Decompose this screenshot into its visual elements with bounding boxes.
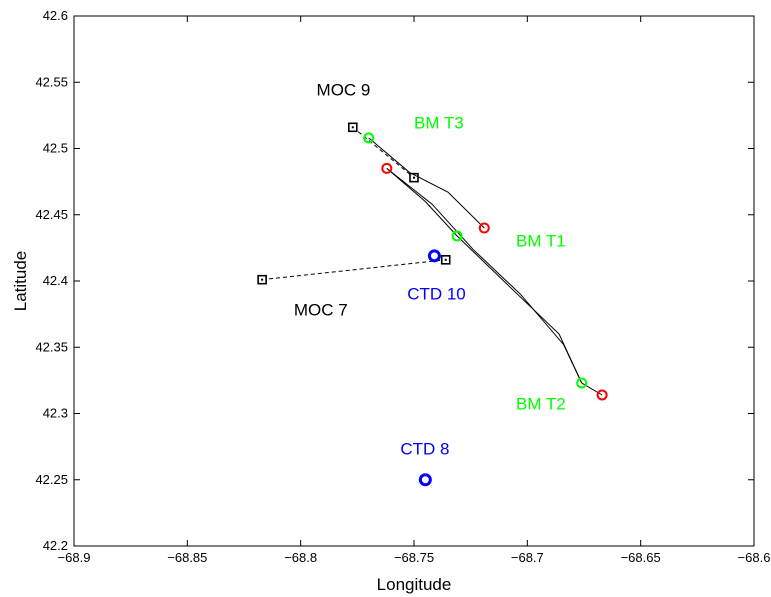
- y-tick-label: 42.25: [35, 472, 68, 487]
- green-circle-marker: [576, 377, 588, 389]
- data-layer: MOC 9 MOC 7 BM T3 BM T1 BM T2 CTD 10 CTD 8: [257, 81, 608, 487]
- red-circle-marker: [478, 222, 490, 234]
- y-tick-label: 42.55: [35, 74, 68, 89]
- drifter-track: [368, 137, 485, 229]
- red-circle-marker: [381, 162, 393, 174]
- red-circle-marker: [596, 389, 608, 401]
- annotation-label: CTD 8: [400, 440, 449, 459]
- y-axis-title: Latitude: [11, 251, 30, 312]
- x-tick-label: −68.65: [621, 550, 661, 565]
- annotation-label: BM T2: [516, 395, 566, 414]
- annotation-label: MOC 9: [317, 81, 371, 100]
- y-tick-label: 42.6: [43, 8, 68, 23]
- annotation-label: CTD 10: [407, 285, 466, 304]
- moc-square-dot: [444, 258, 447, 261]
- moc-tow-line: [262, 259, 446, 281]
- annotation-label: BM T1: [516, 232, 566, 251]
- x-tick-label: −68.9: [58, 550, 91, 565]
- green-circle-marker: [451, 230, 463, 242]
- y-tick-label: 42.45: [35, 207, 68, 222]
- y-tick-label: 42.5: [43, 141, 68, 156]
- moc-square-dot: [261, 278, 264, 281]
- plot-area: [73, 15, 755, 547]
- x-axis-title: Longitude: [377, 575, 452, 594]
- x-tick-label: −68.6: [738, 550, 771, 565]
- moc-tow-line: [352, 126, 415, 179]
- y-tick-label: 42.2: [43, 538, 68, 553]
- y-tick-label: 42.3: [43, 406, 68, 421]
- blue-circle-marker: [427, 249, 441, 263]
- drifter-track: [386, 168, 583, 384]
- y-axis: 42.2 42.25 42.3 42.35 42.4 42.45 42.5 42.55 42.6: [35, 8, 754, 553]
- blue-circle-marker: [418, 473, 432, 487]
- moc-square-dot: [413, 176, 415, 179]
- x-tick-label: −68.75: [394, 550, 434, 565]
- green-circle-marker: [363, 132, 375, 144]
- annotation-label: MOC 7: [294, 300, 348, 319]
- y-tick-label: 42.4: [43, 273, 68, 288]
- y-tick-label: 42.35: [35, 339, 68, 354]
- x-tick-label: −68.85: [167, 550, 207, 565]
- x-axis: −68.9 −68.85 −68.8 −68.75 −68.7 −68.65 −68.6: [58, 16, 771, 565]
- x-tick-label: −68.7: [511, 550, 544, 565]
- annotation-label: BM T3: [414, 114, 464, 133]
- x-tick-label: −68.8: [284, 550, 317, 565]
- moc-square-dot: [351, 126, 354, 129]
